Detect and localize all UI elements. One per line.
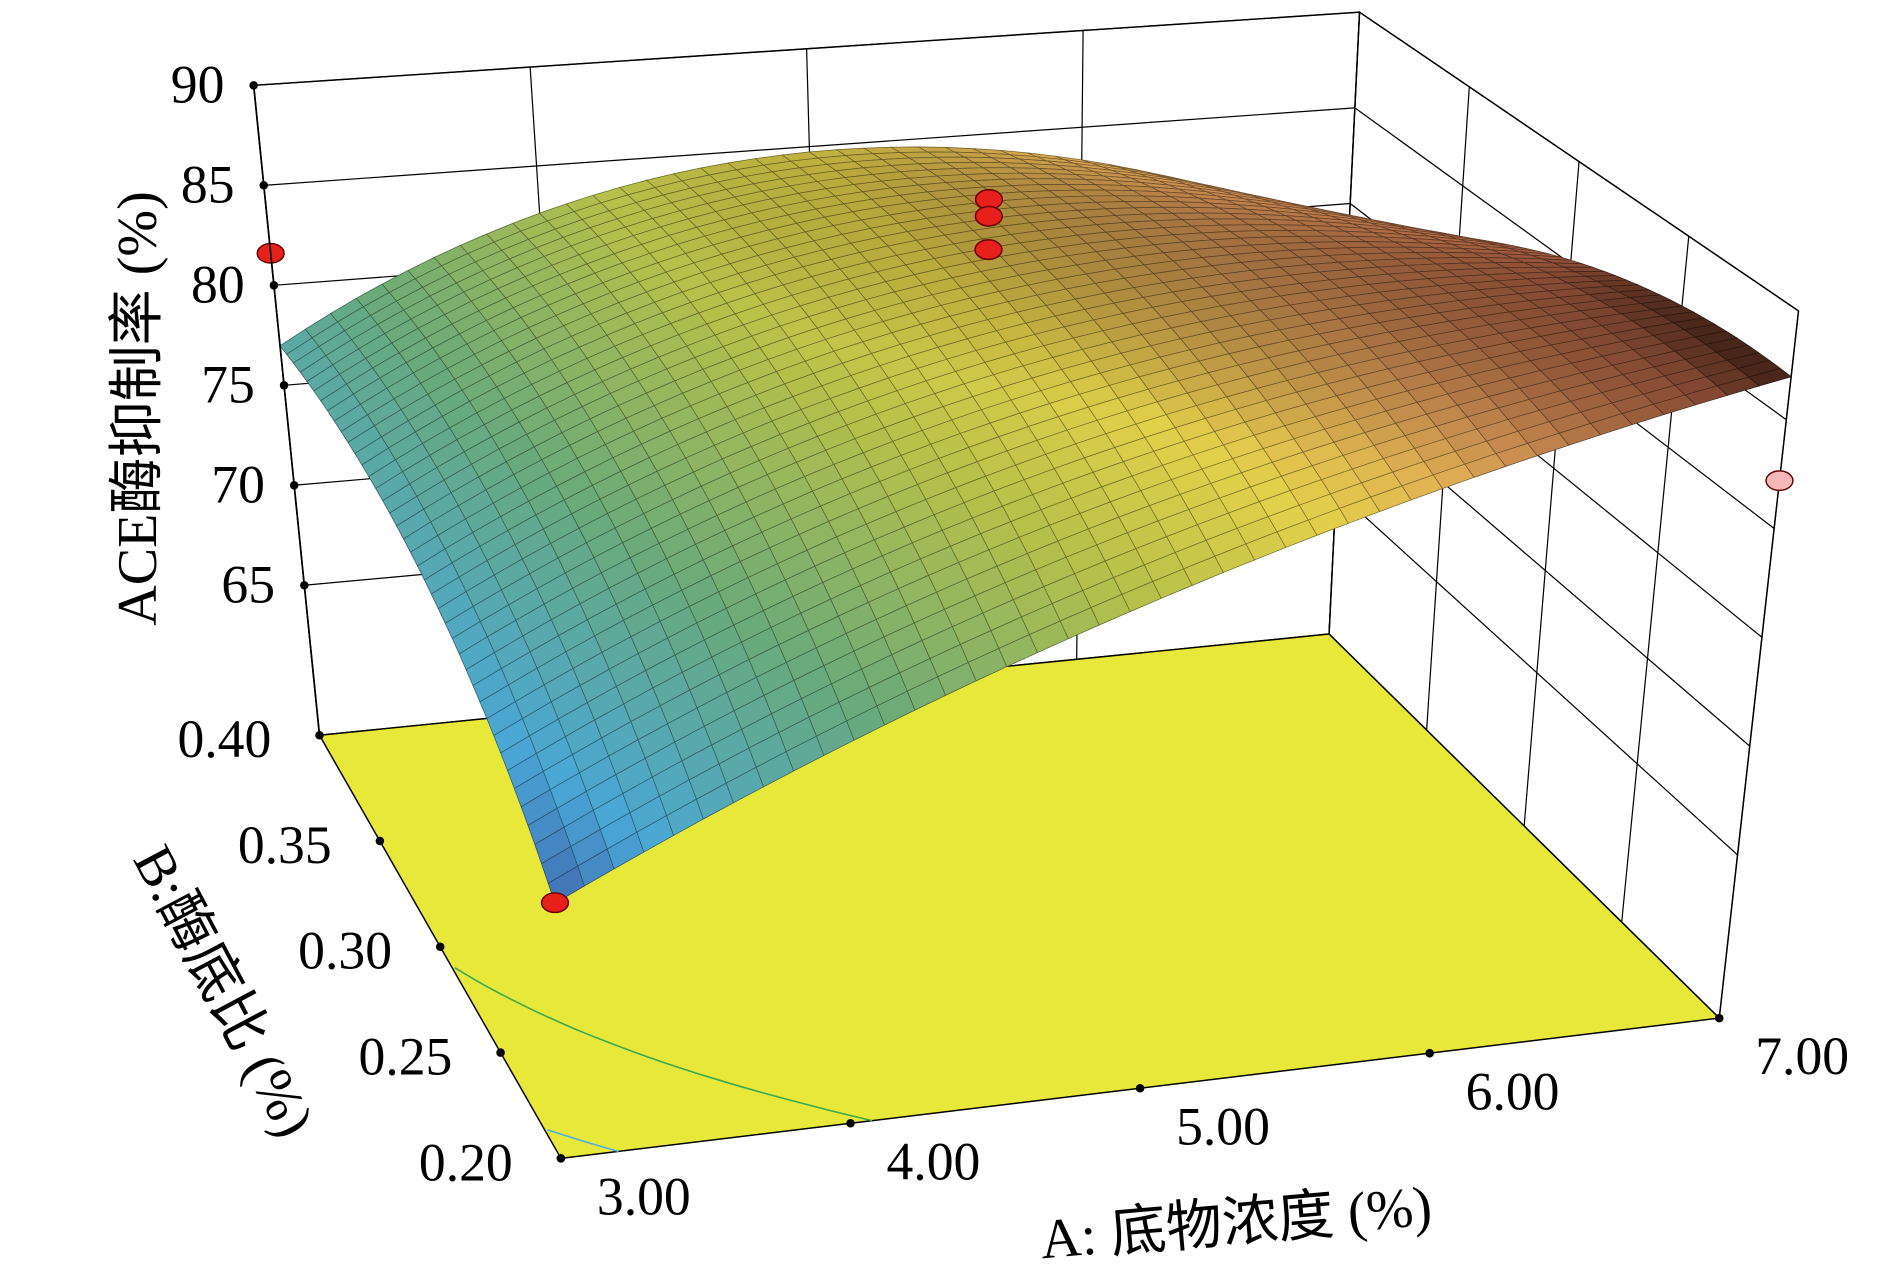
z-tick (269, 281, 279, 290)
x-tick-label: 3.00 (597, 1166, 691, 1226)
x-tick (556, 1154, 566, 1163)
x-tick-label: 5.00 (1176, 1096, 1270, 1156)
y-tick (435, 942, 445, 952)
y-axis-title: B:酶底比 (%) (121, 836, 326, 1147)
z-tick-label: 75 (201, 354, 255, 414)
design-point (974, 239, 1003, 261)
z-tick (249, 81, 258, 90)
z-tick-label: 85 (181, 154, 235, 214)
x-tick-label: 6.00 (1466, 1061, 1560, 1121)
y-tick-label: 0.40 (177, 709, 271, 769)
x-tick-label: 4.00 (886, 1131, 980, 1191)
z-tick-label: 65 (221, 554, 275, 614)
z-tick-label: 80 (191, 254, 245, 314)
surface-cell (1747, 368, 1792, 387)
y-tick (315, 730, 324, 740)
x-tick (1135, 1083, 1145, 1093)
x-tick (1714, 1013, 1724, 1023)
z-tick (289, 481, 299, 490)
y-tick-label: 0.30 (298, 921, 392, 981)
z-axis-line (252, 85, 321, 736)
z-tick (279, 381, 289, 390)
y-tick (375, 836, 385, 846)
design-points (256, 189, 1794, 914)
y-tick-label: 0.35 (238, 815, 332, 875)
right-wall-gridline (1718, 310, 1800, 1019)
z-tick (259, 181, 269, 190)
y-tick (496, 1048, 505, 1057)
x-tick (1425, 1048, 1434, 1058)
axis-ticks: 65 70 75 80 85 90 0.20 0.25 0.30 0.35 0.40 3.00 4.00… (171, 54, 1849, 1226)
x-axis-title: A: 底物浓度 (%) (1038, 1175, 1434, 1271)
y-tick-label: 0.25 (359, 1027, 453, 1087)
response-surface (279, 146, 1792, 904)
design-point (540, 892, 570, 914)
x-tick (846, 1119, 855, 1128)
design-point (1765, 470, 1794, 492)
z-axis-title: ACE酶抑制率 (%) (107, 191, 169, 626)
contour-line-75 (454, 966, 873, 1122)
z-tick-label: 90 (171, 54, 225, 114)
x-tick-label: 7.00 (1755, 1026, 1849, 1086)
z-tick (300, 580, 309, 590)
design-point (974, 205, 1003, 227)
contour-line-70 (547, 1129, 619, 1153)
z-tick-label: 70 (211, 454, 265, 514)
y-tick-label: 0.20 (419, 1132, 513, 1192)
